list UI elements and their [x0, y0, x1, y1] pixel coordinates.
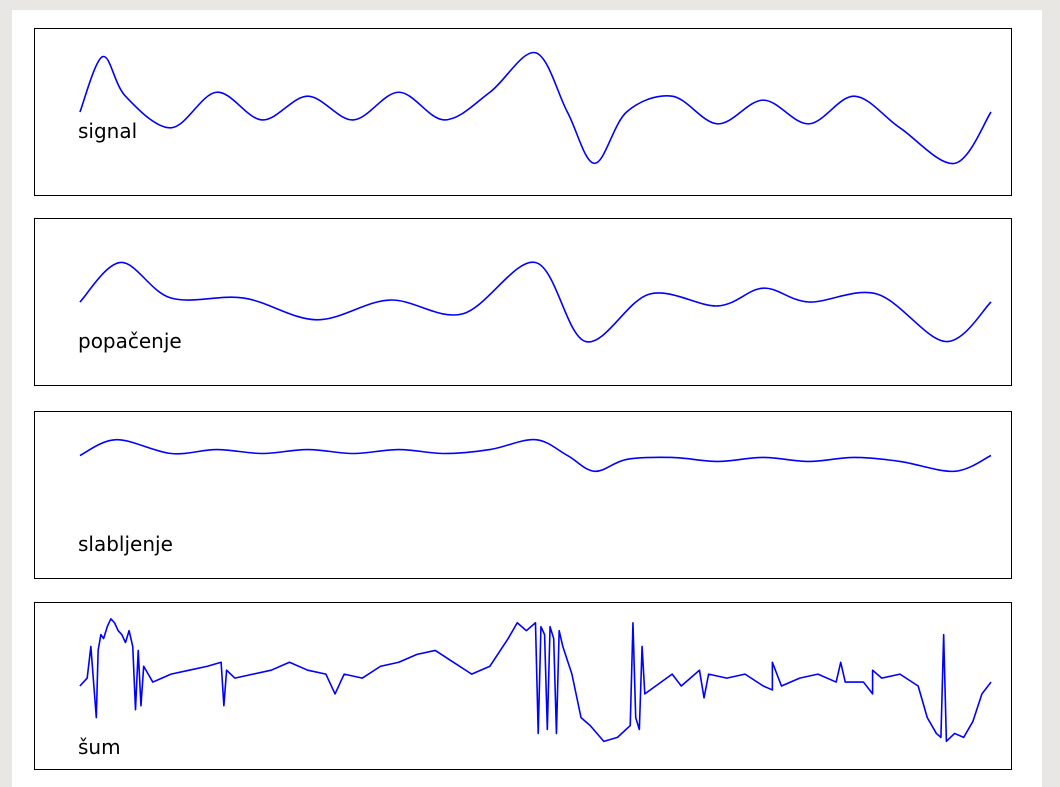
chart-panel-popacenje: popačenje: [34, 218, 1012, 386]
series-line-1: [79, 261, 992, 343]
figure-sheet: signal popačenje slabljenje šum: [12, 10, 1042, 787]
panel-label: popačenje: [78, 329, 182, 353]
chart-panel-sum: šum: [34, 602, 1012, 770]
panel-label: šum: [78, 735, 121, 759]
series-line-1: [79, 618, 992, 743]
chart-svg: [79, 51, 992, 165]
chart-svg: [79, 438, 992, 473]
chart-svg: [79, 618, 992, 743]
chart-panel-signal: signal: [34, 28, 1012, 196]
series-line-1: [79, 438, 992, 473]
chart-svg: [79, 261, 992, 343]
panel-label: signal: [78, 119, 138, 143]
chart-panel-slabljenje: slabljenje: [34, 411, 1012, 579]
series-line-1: [79, 51, 992, 165]
panel-label: slabljenje: [78, 532, 173, 556]
